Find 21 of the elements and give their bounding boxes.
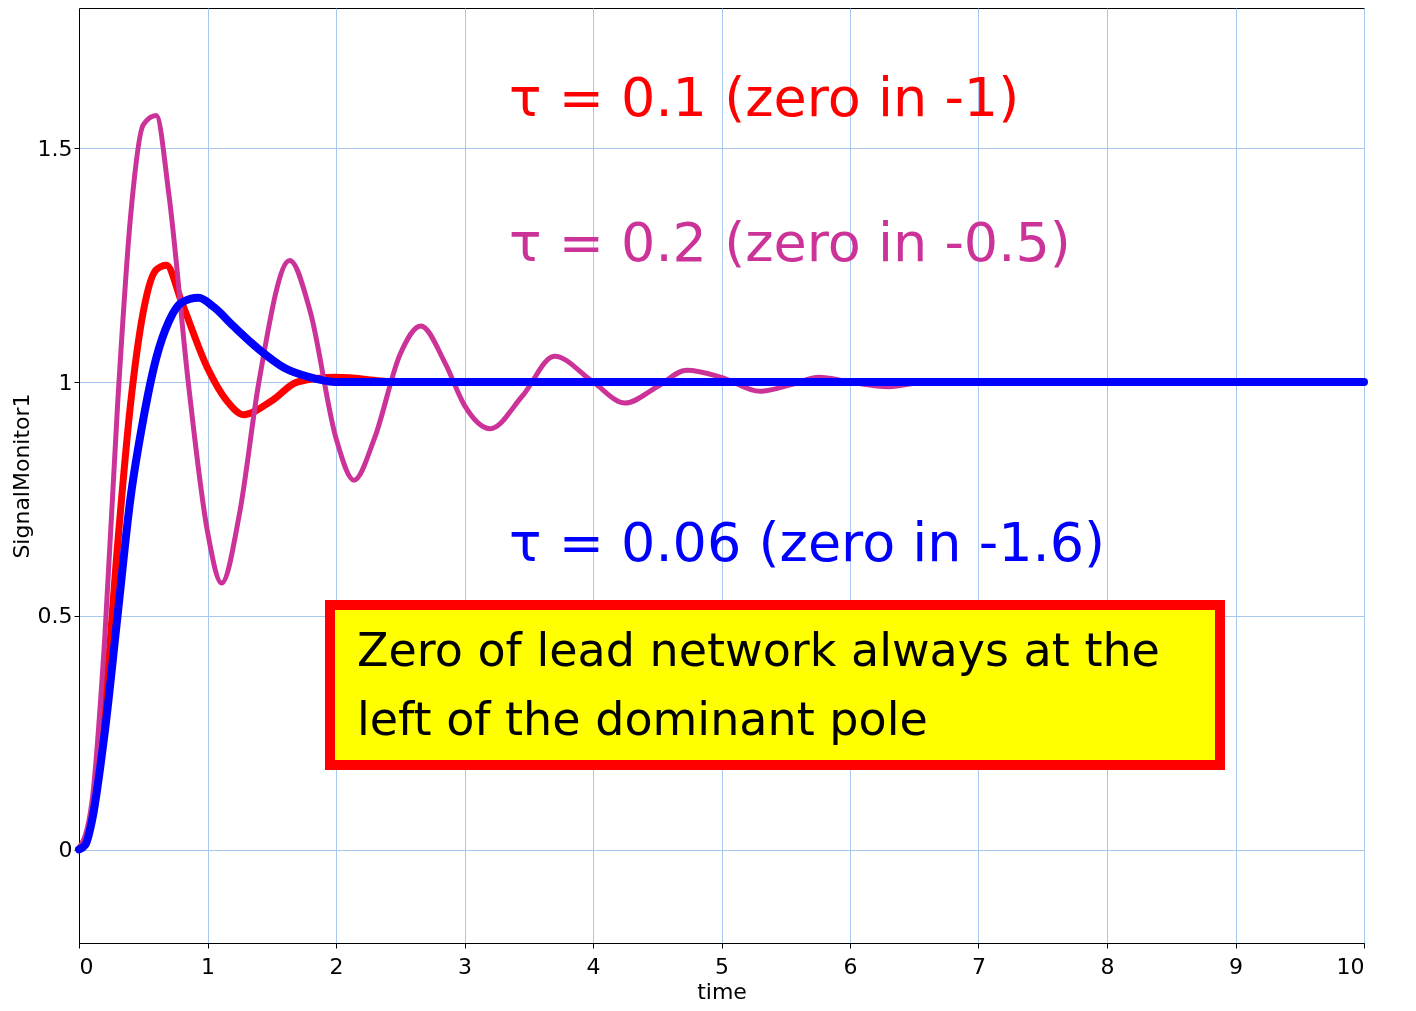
x-axis-title: time [697, 978, 747, 1004]
x-tick-label: 2 [329, 953, 344, 979]
x-tick-label: 10 [1336, 953, 1365, 979]
note-box: Zero of lead network always at the left of the dominant pole [325, 600, 1225, 770]
x-tick-label: 9 [1229, 953, 1243, 979]
x-tick-label: 1 [201, 953, 215, 979]
text: τ = 0.1 (zero in -1) [509, 66, 1020, 129]
y-tick-label: 1.5 [37, 135, 73, 161]
x-tick-label: 4 [586, 953, 601, 979]
x-tick-label: 5 [715, 953, 729, 979]
x-tick-label: 7 [972, 953, 986, 979]
x-tick-label: 3 [458, 953, 472, 979]
y-tick-label: 0.5 [37, 603, 73, 629]
y-tick-label: 1 [58, 369, 73, 395]
y-tick-label: 0 [58, 837, 73, 862]
x-tick-label: 6 [843, 953, 858, 979]
x-tick-label: 8 [1100, 953, 1115, 979]
text: τ = 0.06 (zero in -1.6) [509, 511, 1106, 574]
y-axis-title: SignalMonitor1 [8, 393, 34, 559]
x-tick-label: 0 [79, 953, 94, 979]
series-label: τ = 0.2 (zero in -0.5) [509, 211, 1071, 274]
